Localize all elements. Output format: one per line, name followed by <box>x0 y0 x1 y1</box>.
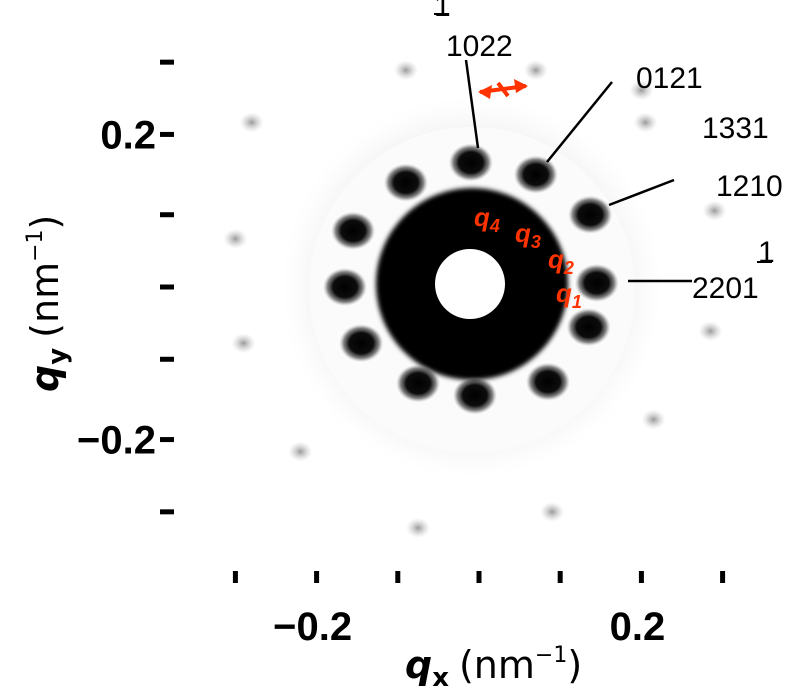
x-axis-tick <box>720 571 726 583</box>
diffraction-spot <box>383 163 428 202</box>
axis-ticks <box>160 59 726 583</box>
peak-label-1022: 1022 <box>446 30 513 63</box>
diffraction-spots <box>223 60 727 538</box>
peak-label-2201: 2201 <box>692 272 759 305</box>
y-axis-title: qy(nm−1) <box>23 215 73 392</box>
pointer-1022 <box>464 59 480 149</box>
x-tick-label: −0.2 <box>273 605 352 649</box>
x-axis-tick <box>232 571 238 583</box>
diffraction-spot <box>702 200 727 221</box>
diffraction-spot <box>633 112 658 133</box>
diffraction-spot <box>452 376 497 415</box>
q-labels: q4 q3 q2 q1 <box>474 202 582 312</box>
y-axis-tick <box>160 356 174 362</box>
diffraction-spot <box>223 228 248 249</box>
peak-label-0121: 0121 <box>636 62 703 95</box>
pointer-1210 <box>608 178 675 207</box>
y-axis-tick <box>160 59 174 65</box>
q3-label: q3 <box>515 218 541 252</box>
diffraction-spot <box>523 60 548 81</box>
diffraction-spot <box>566 308 611 347</box>
x-axis-title: qx (nm−1) <box>405 643 582 693</box>
diffraction-spot <box>574 263 619 302</box>
peak-label-1331: 1331 <box>702 112 769 145</box>
y-tick-label: 0.2 <box>100 113 156 157</box>
y-tick-label: −0.2 <box>77 419 156 463</box>
red-double-arrow <box>478 79 528 99</box>
diffraction-spot <box>288 441 313 462</box>
peak-labels: 1022 1 0121 1331 1210 2201 1 <box>434 0 783 305</box>
peak-label-1022-overline: 1 <box>434 0 451 23</box>
diffraction-spot <box>393 60 418 81</box>
x-axis-tick <box>395 571 401 583</box>
peak-label-1210: 1210 <box>716 170 783 203</box>
diffraction-spot <box>339 324 384 363</box>
diffraction-spot <box>239 112 264 133</box>
x-axis-tick <box>314 571 320 583</box>
y-axis-tick <box>160 509 174 515</box>
diffraction-spot <box>641 409 666 430</box>
diffraction-spot <box>568 195 613 234</box>
pointer-0121 <box>546 81 613 163</box>
diffraction-spot <box>698 321 723 342</box>
x-axis-tick <box>638 571 644 583</box>
diffraction-spot <box>513 155 558 194</box>
diffraction-spot <box>540 501 565 522</box>
diffraction-spot <box>323 268 368 306</box>
q1-label: q1 <box>556 278 582 312</box>
x-axis-tick <box>476 571 482 583</box>
peak-label-2201-overline: 1 <box>758 236 775 269</box>
y-axis-tick <box>160 437 174 443</box>
diffraction-spot <box>331 211 376 250</box>
y-axis-tick <box>160 284 174 290</box>
diffraction-spot <box>448 143 493 182</box>
q2-label: q2 <box>548 244 574 278</box>
x-axis-tick <box>557 571 563 583</box>
diffraction-spot <box>406 517 431 538</box>
y-axis-tick <box>160 212 174 218</box>
diffraction-spot <box>396 364 441 403</box>
y-axis-tick <box>160 131 174 137</box>
diffraction-spot <box>629 80 654 101</box>
beamstop <box>435 249 505 319</box>
q4-label: q4 <box>474 202 500 236</box>
diffraction-spot <box>526 362 571 401</box>
axis-tick-labels: −0.2 0.2 0.2 −0.2 <box>77 113 665 649</box>
diffraction-spot <box>231 333 256 354</box>
x-tick-label: 0.2 <box>610 605 666 649</box>
peak-pointers <box>464 59 692 283</box>
